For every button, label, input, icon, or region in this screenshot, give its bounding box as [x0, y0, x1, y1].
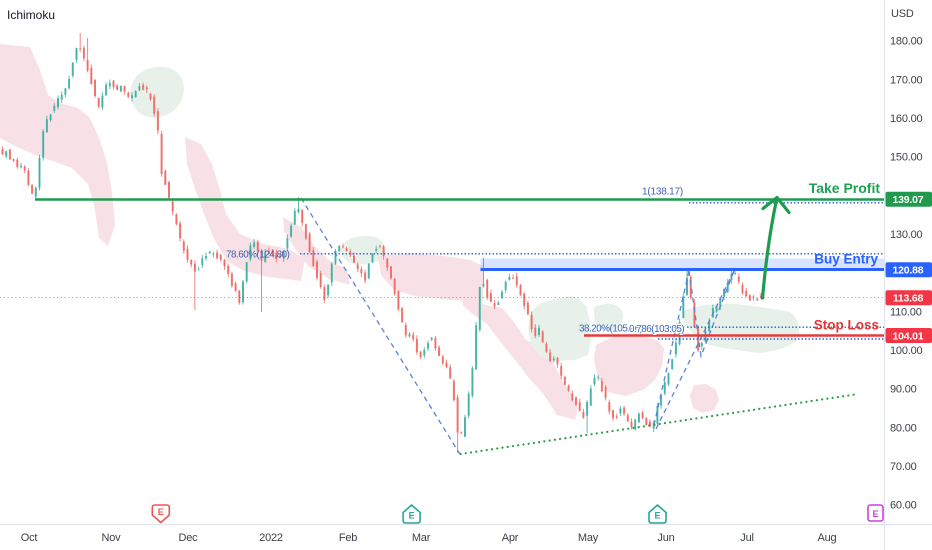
svg-text:80.00: 80.00 [890, 422, 917, 434]
svg-text:E: E [872, 509, 878, 519]
svg-text:150.00: 150.00 [890, 152, 923, 164]
svg-text:Ichimoku: Ichimoku [7, 8, 55, 22]
svg-text:180.00: 180.00 [890, 36, 923, 48]
svg-text:70.00: 70.00 [890, 461, 917, 473]
svg-text:Buy Entry: Buy Entry [814, 252, 878, 267]
svg-text:Mar: Mar [412, 532, 431, 544]
svg-text:170.00: 170.00 [890, 74, 923, 86]
svg-text:120.88: 120.88 [893, 265, 924, 277]
svg-text:May: May [578, 532, 599, 544]
svg-text:0.786(103.05): 0.786(103.05) [629, 324, 684, 335]
svg-text:Aug: Aug [818, 532, 837, 544]
svg-text:90.00: 90.00 [890, 384, 917, 396]
svg-text:Dec: Dec [179, 532, 199, 544]
svg-text:USD: USD [891, 8, 914, 20]
svg-text:110.00: 110.00 [890, 306, 922, 318]
svg-text:Jun: Jun [657, 532, 674, 544]
svg-text:E: E [654, 511, 660, 521]
svg-text:130.00: 130.00 [890, 229, 923, 241]
svg-text:113.68: 113.68 [893, 293, 924, 305]
svg-text:Take Profit: Take Profit [809, 180, 881, 196]
svg-text:38.20%(105.96): 38.20%(105.96) [579, 324, 643, 335]
svg-text:E: E [158, 507, 164, 517]
svg-text:Jul: Jul [740, 532, 753, 544]
svg-text:139.07: 139.07 [893, 194, 924, 206]
svg-text:Oct: Oct [21, 532, 38, 544]
svg-text:78.60%(124.80): 78.60%(124.80) [226, 250, 290, 261]
svg-text:60.00: 60.00 [890, 500, 917, 512]
svg-text:Apr: Apr [502, 532, 519, 544]
svg-text:100.00: 100.00 [890, 345, 923, 357]
svg-text:Nov: Nov [102, 532, 122, 544]
svg-text:1(138.17): 1(138.17) [642, 187, 683, 198]
svg-text:Stop Loss: Stop Loss [814, 318, 879, 333]
svg-text:160.00: 160.00 [890, 113, 923, 125]
svg-text:104.01: 104.01 [893, 330, 924, 342]
svg-text:2022: 2022 [259, 532, 283, 544]
svg-text:Feb: Feb [339, 532, 357, 544]
svg-text:E: E [409, 511, 415, 521]
